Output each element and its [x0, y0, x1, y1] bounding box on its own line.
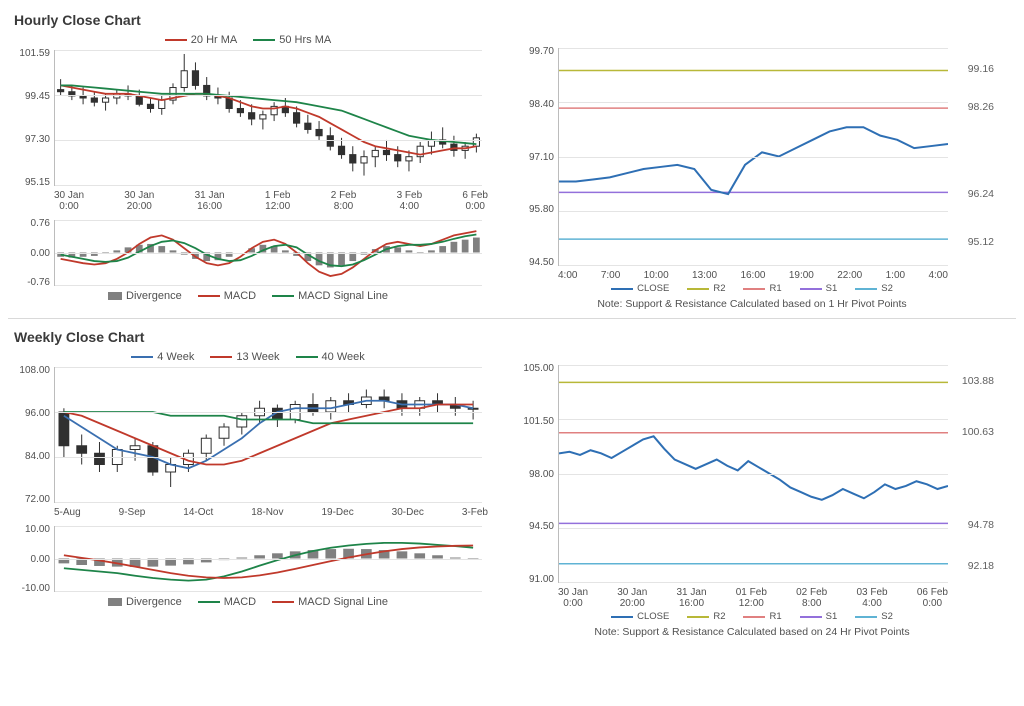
hourly-macd-legend: Divergence MACD MACD Signal Line	[8, 290, 488, 302]
weekly-pivot-chart: 105.00101.5098.0094.5091.00 103.88100.63…	[512, 363, 992, 585]
legend-item: 40 Week	[296, 351, 365, 363]
weekly-right: 105.00101.5098.0094.5091.00 103.88100.63…	[512, 349, 992, 638]
legend-item: Divergence	[108, 596, 182, 608]
legend-item: MACD	[198, 290, 256, 302]
legend-item: S1	[800, 611, 838, 622]
hourly-pivot-legend: CLOSE R2 R1 S1 S2	[512, 283, 992, 294]
hourly-price-xaxis: 30 Jan 0:0030 Jan 20:0031 Jan 16:001 Feb…	[8, 188, 488, 212]
legend-item: 13 Week	[210, 351, 279, 363]
legend-item: S2	[855, 283, 893, 294]
hourly-row: 20 Hr MA50 Hrs MA 101.5999.4597.3095.15 …	[8, 32, 1016, 310]
legend-item: R2	[687, 611, 725, 622]
weekly-main-legend: 4 Week 13 Week 40 Week	[8, 351, 488, 363]
hourly-pivot-chart: 99.7098.4097.1095.8094.50 99.1698.2696.2…	[512, 46, 992, 268]
weekly-pivot-xaxis: 30 Jan 0:0030 Jan 20:0031 Jan 16:0001 Fe…	[512, 585, 992, 609]
hourly-right: 99.7098.4097.1095.8094.50 99.1698.2696.2…	[512, 32, 992, 310]
weekly-left: 4 Week 13 Week 40 Week 108.0096.0084.0072.…	[8, 349, 488, 638]
legend-item: R1	[743, 283, 781, 294]
hourly-left: 20 Hr MA50 Hrs MA 101.5999.4597.3095.15 …	[8, 32, 488, 310]
weekly-pivot-note: Note: Support & Resistance Calculated ba…	[512, 626, 992, 638]
hourly-price-yaxis: 101.5999.4597.3095.15	[6, 48, 50, 188]
weekly-macd-yaxis: 10.000.00-10.00	[6, 524, 50, 594]
section-divider	[8, 318, 1016, 319]
weekly-price-xaxis: 5-Aug9-Sep14-Oct18-Nov19-Dec30-Dec3-Feb	[8, 505, 488, 518]
hourly-pivot-note: Note: Support & Resistance Calculated ba…	[512, 298, 992, 310]
hourly-price-plot	[54, 50, 482, 186]
hourly-pivot-xaxis: 4:007:0010:0013:0016:0019:0022:001:004:0…	[512, 268, 992, 281]
legend-item: R1	[743, 611, 781, 622]
legend-item: S2	[855, 611, 893, 622]
weekly-pivot-yaxis: 105.00101.5098.0094.5091.00	[510, 363, 554, 585]
weekly-pivot-level-labels: 103.88100.6394.7892.18	[950, 363, 994, 585]
legend-item: R2	[687, 283, 725, 294]
hourly-price-chart: 101.5999.4597.3095.15	[8, 48, 488, 188]
hourly-main-legend: 20 Hr MA 50 Hrs MA	[8, 34, 488, 46]
weekly-macd-legend: Divergence MACD MACD Signal Line	[8, 596, 488, 608]
legend-item: Divergence	[108, 290, 182, 302]
hourly-macd-plot	[54, 220, 482, 286]
legend-item: MACD Signal Line	[272, 290, 388, 302]
weekly-title: Weekly Close Chart	[14, 329, 1016, 345]
legend-item: CLOSE	[611, 283, 669, 294]
legend-item: 20 Hr MA	[165, 34, 237, 46]
legend-item: MACD	[198, 596, 256, 608]
legend-item: 50 Hrs MA	[253, 34, 331, 46]
hourly-pivot-yaxis: 99.7098.4097.1095.8094.50	[510, 46, 554, 268]
hourly-title: Hourly Close Chart	[14, 12, 1016, 28]
hourly-macd-yaxis: 0.760.00-0.76	[6, 218, 50, 288]
hourly-macd-chart: 0.760.00-0.76	[8, 218, 488, 288]
legend-item: CLOSE	[611, 611, 669, 622]
legend-item: 4 Week	[131, 351, 194, 363]
hourly-pivot-plot	[558, 48, 948, 266]
weekly-price-chart: 108.0096.0084.0072.00	[8, 365, 488, 505]
weekly-price-yaxis: 108.0096.0084.0072.00	[6, 365, 50, 505]
legend-item: S1	[800, 283, 838, 294]
weekly-macd-chart: 10.000.00-10.00	[8, 524, 488, 594]
weekly-pivot-plot	[558, 365, 948, 583]
weekly-row: 4 Week 13 Week 40 Week 108.0096.0084.0072.…	[8, 349, 1016, 638]
weekly-price-plot	[54, 367, 482, 503]
hourly-pivot-level-labels: 99.1698.2696.2495.12	[950, 46, 994, 268]
weekly-macd-plot	[54, 526, 482, 592]
legend-item: MACD Signal Line	[272, 596, 388, 608]
weekly-pivot-legend: CLOSE R2 R1 S1 S2	[512, 611, 992, 622]
